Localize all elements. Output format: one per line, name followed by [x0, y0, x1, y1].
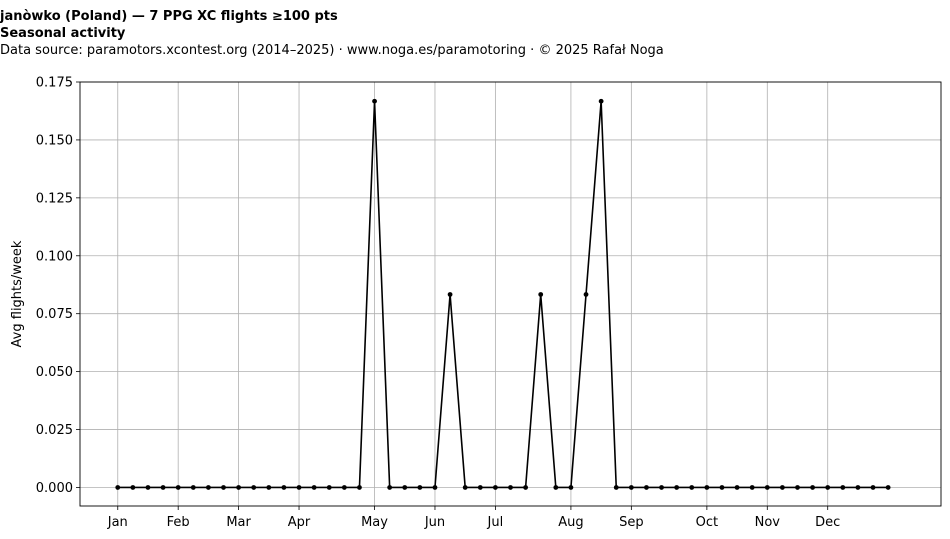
chart-subtitle: Seasonal activity [0, 26, 126, 41]
axes: 0.000 0.025 0.050 0.075 0.100 0.125 0.150 0.175… [36, 76, 942, 530]
y-tick-label: 0.125 [36, 191, 73, 206]
x-tick-label: Jan [107, 515, 128, 530]
data-point [160, 485, 166, 490]
data-point [719, 485, 725, 490]
y-tick-label: 0.000 [36, 481, 73, 496]
data-point [568, 485, 574, 490]
data-point [492, 485, 498, 490]
data-point [764, 485, 770, 490]
y-tick-label: 0.050 [36, 365, 73, 380]
data-point [326, 485, 332, 490]
data-point [281, 485, 287, 490]
data-point [417, 485, 423, 490]
data-point [870, 485, 876, 490]
data-point [372, 98, 377, 104]
x-tick-label: Mar [226, 515, 251, 530]
y-tick-label: 0.150 [36, 133, 73, 148]
x-tick-label: Aug [558, 515, 583, 530]
x-tick-label: Nov [755, 515, 781, 530]
data-point [251, 485, 257, 490]
data-point [387, 485, 393, 490]
data-point [190, 485, 196, 490]
data-point [553, 485, 559, 490]
data-point [779, 485, 785, 490]
data-point [341, 485, 347, 490]
data-point [462, 485, 468, 490]
data-point [644, 485, 649, 490]
data-point [130, 485, 136, 490]
x-tick-label: Jun [424, 515, 445, 530]
x-tick-label: Apr [288, 515, 311, 530]
y-tick-label: 0.075 [36, 307, 73, 322]
data-point [205, 485, 211, 490]
data-point [523, 485, 529, 490]
data-point [795, 485, 800, 490]
data-point [311, 485, 317, 490]
x-tick-label: Sep [619, 515, 644, 530]
data-point [674, 485, 680, 490]
data-point [885, 485, 891, 490]
x-tick-label: Dec [815, 515, 840, 530]
data-point [689, 485, 695, 490]
data-point [145, 485, 151, 490]
chart-title: janòwko (Poland) — 7 PPG XC flights ≥100… [0, 9, 338, 24]
data-point [221, 485, 226, 490]
plot-frame [79, 81, 942, 507]
y-axis-label: Avg flights/week [10, 240, 25, 347]
data-point [447, 292, 453, 297]
data-point [810, 485, 816, 490]
data-point [749, 485, 755, 490]
data-point [175, 485, 181, 490]
data-point [477, 485, 483, 490]
data-point [266, 485, 272, 490]
data-point [432, 485, 438, 490]
data-point [296, 485, 302, 490]
data-point [840, 485, 846, 490]
data-point [538, 292, 544, 297]
y-tick-label: 0.175 [36, 76, 73, 91]
data-point [825, 485, 831, 490]
x-tick-label: Feb [167, 515, 190, 530]
data-point [659, 485, 664, 490]
data-point [704, 485, 710, 490]
x-tick-label: May [361, 515, 388, 530]
series-line [117, 100, 889, 489]
x-tick-label: Jul [487, 515, 504, 530]
y-tick-label: 0.100 [36, 249, 73, 264]
data-point [357, 485, 362, 490]
data-point [628, 485, 634, 490]
data-point [402, 485, 408, 490]
data-point [508, 485, 513, 490]
data-point [236, 485, 242, 490]
data-point [855, 485, 861, 490]
y-tick-label: 0.025 [36, 423, 73, 438]
grid-lines [80, 81, 941, 506]
data-point [613, 485, 619, 490]
x-tick-label: Oct [696, 515, 718, 530]
data-source-line: Data source: paramotors.xcontest.org (20… [0, 43, 664, 58]
data-point [583, 292, 589, 297]
data-point [115, 485, 121, 490]
data-point [598, 98, 604, 104]
series-layer [115, 98, 891, 490]
data-point [734, 485, 740, 490]
